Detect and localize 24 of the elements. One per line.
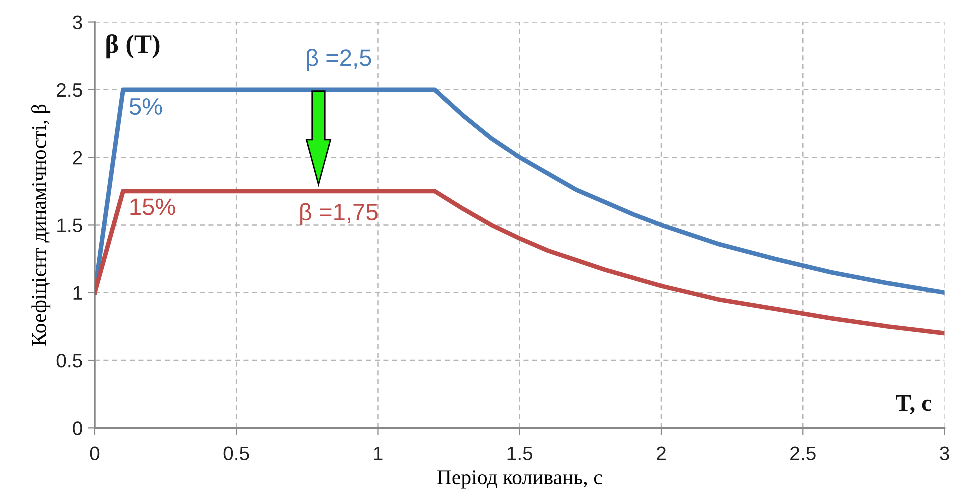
annotation: β (T) xyxy=(106,34,160,59)
annotation: β =2,5 xyxy=(307,49,372,72)
x-tick-label: 3 xyxy=(940,446,950,461)
y-tick-label: 0 xyxy=(73,422,82,436)
line-series xyxy=(94,189,945,336)
line-series xyxy=(94,88,945,296)
y-tick-label: 2.5 xyxy=(57,83,82,98)
y-tick-label: 2 xyxy=(73,151,82,165)
y-tick-label: 1 xyxy=(74,286,82,300)
y-axis-title: Коефіцієнт динамічності, β xyxy=(31,104,51,346)
annotation: 15% xyxy=(130,198,176,216)
y-tick-label: 1.5 xyxy=(58,218,82,232)
x-tick-label: 1.5 xyxy=(508,446,533,461)
x-tick-label: 2.5 xyxy=(790,446,816,461)
x-tick-label: 0.5 xyxy=(224,446,250,461)
x-tick-label: 2 xyxy=(657,446,666,460)
annotation: β =1,75 xyxy=(300,203,378,226)
y-tick-label: 0.5 xyxy=(56,354,82,368)
x-axis-title: Період коливань, c xyxy=(437,470,602,489)
annotation: T, c xyxy=(896,396,932,415)
y-tick-label: 3 xyxy=(73,16,82,30)
annotation: 5% xyxy=(130,98,162,116)
x-tick-label: 1 xyxy=(374,446,383,460)
x-tick-label: 0 xyxy=(90,446,100,461)
